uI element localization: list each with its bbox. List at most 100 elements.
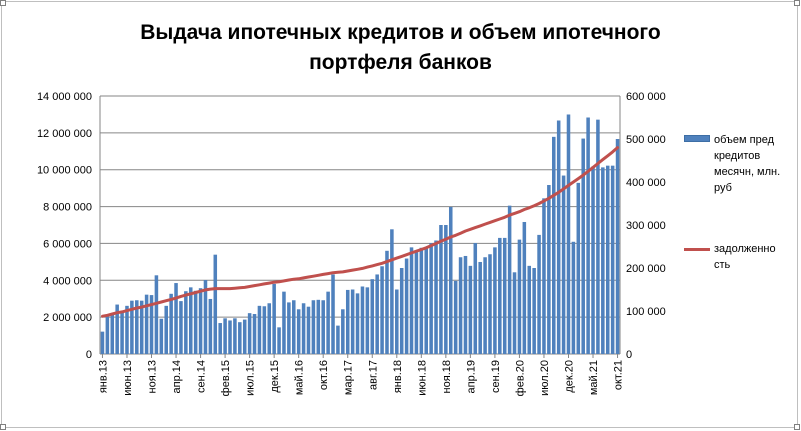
x-tick-label: ноя.13 xyxy=(147,360,159,393)
bar-49 xyxy=(341,309,345,354)
x-tick-label: янв.13 xyxy=(97,360,109,393)
bar-101 xyxy=(596,119,600,355)
bar-23 xyxy=(213,254,218,354)
resize-handle-bottom-left[interactable] xyxy=(0,424,6,430)
bar-41 xyxy=(301,303,306,354)
bar-79 xyxy=(488,254,492,354)
chart-title-line-2: портфеля банков xyxy=(309,51,492,74)
bar-21 xyxy=(203,280,208,354)
bar-98 xyxy=(581,138,585,354)
bar-95 xyxy=(566,114,571,355)
legend-bar-swatch xyxy=(684,135,710,142)
bar-29 xyxy=(242,319,247,354)
bar-10 xyxy=(149,295,154,354)
bar-28 xyxy=(238,322,242,354)
x-tick-label: дек.20 xyxy=(563,360,575,393)
chart-legend: объем пред кредитов месячн, млн. руб зад… xyxy=(684,132,796,273)
x-tick-label: май.16 xyxy=(294,360,306,395)
bar-94 xyxy=(561,175,566,354)
right-axis-tick-label: 100 000 xyxy=(626,306,666,318)
chart-title-line-1: Выдача ипотечных кредитов и объем ипотеч… xyxy=(140,21,661,44)
left-axis-tick-label: 0 xyxy=(86,349,92,361)
right-axis-tick-label: 600 000 xyxy=(626,91,666,103)
bar-19 xyxy=(193,290,198,354)
bar-69 xyxy=(439,225,443,354)
bar-88 xyxy=(532,268,536,354)
left-axis-tick-label: 10 000 000 xyxy=(37,165,92,177)
bar-103 xyxy=(605,165,610,354)
bar-37 xyxy=(282,291,286,354)
bar-86 xyxy=(522,221,527,354)
x-tick-label: фев.15 xyxy=(220,360,232,396)
bar-61 xyxy=(399,268,404,354)
bar-58 xyxy=(385,250,389,354)
bar-78 xyxy=(483,257,487,354)
bar-50 xyxy=(345,289,350,354)
bar-93 xyxy=(556,120,561,354)
bar-47 xyxy=(331,274,335,354)
bar-38 xyxy=(287,302,291,354)
legend-line-label: задолженность xyxy=(714,243,776,271)
bar-30 xyxy=(247,313,252,354)
bar-27 xyxy=(233,318,237,354)
bar-40 xyxy=(296,309,301,354)
bar-25 xyxy=(223,318,227,354)
bar-73 xyxy=(458,257,463,354)
bar-70 xyxy=(444,225,448,354)
bar-80 xyxy=(493,247,497,354)
bar-26 xyxy=(228,320,232,354)
left-axis-tick-label: 12 000 000 xyxy=(37,128,92,140)
bar-22 xyxy=(208,298,213,354)
x-tick-label: фев.20 xyxy=(514,360,526,396)
resize-handle-top-right[interactable] xyxy=(794,0,800,6)
bar-68 xyxy=(434,240,438,354)
bar-53 xyxy=(360,286,365,354)
x-tick-label: май.21 xyxy=(588,360,600,395)
bar-77 xyxy=(478,261,482,354)
bar-60 xyxy=(395,289,399,354)
bar-62 xyxy=(404,258,409,354)
right-axis-tick-label: 200 000 xyxy=(626,263,666,275)
x-tick-label: апр.14 xyxy=(171,360,183,393)
x-tick-label: янв.18 xyxy=(392,360,404,393)
series-line-debt xyxy=(101,146,619,318)
resize-handle-bottom-right[interactable] xyxy=(794,424,800,430)
bar-97 xyxy=(576,182,581,354)
bar-31 xyxy=(252,314,257,354)
bar-87 xyxy=(527,265,532,354)
bar-66 xyxy=(424,246,428,354)
x-tick-label: июн.13 xyxy=(122,360,134,396)
bar-39 xyxy=(292,300,296,354)
bar-34 xyxy=(267,303,272,354)
right-axis-tick-label: 300 000 xyxy=(626,220,666,232)
bar-52 xyxy=(355,293,360,354)
bar-42 xyxy=(306,306,311,354)
bar-12 xyxy=(159,318,164,354)
bar-84 xyxy=(512,272,517,354)
right-axis-tick-label: 400 000 xyxy=(626,177,666,189)
bar-9 xyxy=(144,294,149,354)
resize-handle-top-left[interactable] xyxy=(0,0,6,6)
bar-35 xyxy=(272,283,276,354)
bar-92 xyxy=(552,136,556,354)
x-tick-label: апр.19 xyxy=(465,360,477,393)
bar-15 xyxy=(174,283,178,354)
bar-4 xyxy=(120,312,124,354)
bar-74 xyxy=(463,255,468,354)
bar-0 xyxy=(100,331,105,354)
bar-8 xyxy=(139,300,144,354)
bar-102 xyxy=(601,167,605,354)
bar-104 xyxy=(610,165,615,354)
bar-90 xyxy=(542,198,546,354)
left-axis-tick-label: 6 000 000 xyxy=(43,238,92,250)
x-tick-label: июн.18 xyxy=(416,360,428,396)
bar-55 xyxy=(370,279,375,354)
bar-64 xyxy=(414,252,419,354)
bar-81 xyxy=(498,237,502,354)
x-tick-label: ноя.18 xyxy=(441,360,453,393)
bar-33 xyxy=(262,306,267,354)
bar-36 xyxy=(277,327,281,354)
bar-75 xyxy=(468,265,473,354)
x-tick-label: сен.14 xyxy=(196,360,208,393)
